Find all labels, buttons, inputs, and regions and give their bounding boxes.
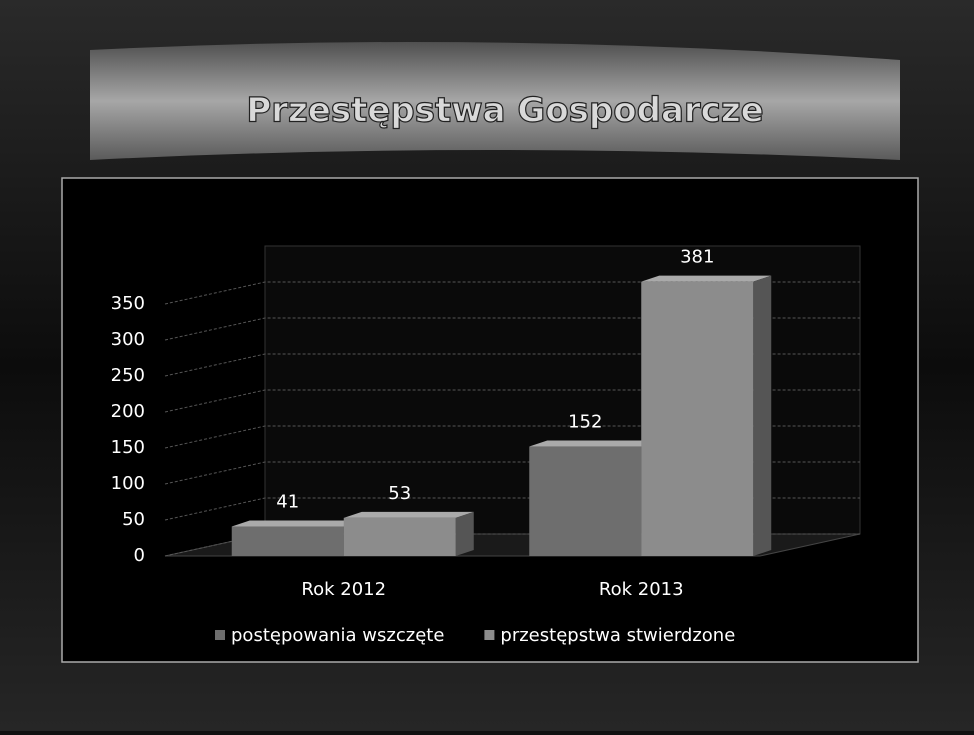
value-label: 41: [276, 491, 299, 512]
value-label: 381: [680, 247, 714, 268]
y-tick-label: 250: [111, 365, 145, 386]
y-tick-label: 150: [111, 437, 145, 458]
bar: [231, 526, 344, 556]
bar-side: [753, 275, 772, 556]
bar-top: [343, 511, 474, 518]
y-tick-label: 350: [111, 293, 145, 314]
grid-line: [164, 425, 860, 449]
x-tick-label: Rok 2013: [599, 579, 684, 600]
bar-side: [455, 511, 474, 556]
legend-label: postępowania wszczęte: [231, 625, 444, 646]
bar: [343, 517, 456, 556]
legend-label: przestępstwa stwierdzone: [500, 625, 735, 646]
bar-top: [529, 440, 660, 447]
y-tick-label: 0: [134, 545, 145, 566]
bar-top: [641, 275, 772, 282]
grid-line: [164, 281, 860, 305]
bar: [641, 281, 754, 556]
grid-line: [164, 353, 860, 377]
value-label: 152: [568, 412, 602, 433]
chart-title: Przestępstwa Gospodarcze: [246, 91, 763, 131]
x-tick-label: Rok 2012: [301, 579, 386, 600]
bar: [529, 446, 642, 556]
grid-line: [164, 317, 860, 341]
value-label: 53: [388, 483, 411, 504]
legend-marker: [215, 630, 225, 640]
y-tick-label: 50: [122, 509, 145, 530]
bar-top: [231, 520, 362, 527]
grid-line: [164, 497, 860, 521]
y-tick-label: 300: [111, 329, 145, 350]
y-tick-label: 100: [111, 473, 145, 494]
plot-area: 0 50 100 150 200 250 300 350 Rok 2012 41 53 Rok 201…: [111, 245, 861, 646]
legend-marker: [484, 630, 495, 640]
y-tick-label: 200: [111, 401, 145, 422]
title-banner: [90, 42, 900, 160]
grid-line: [164, 461, 860, 485]
grid-line: [164, 389, 860, 413]
